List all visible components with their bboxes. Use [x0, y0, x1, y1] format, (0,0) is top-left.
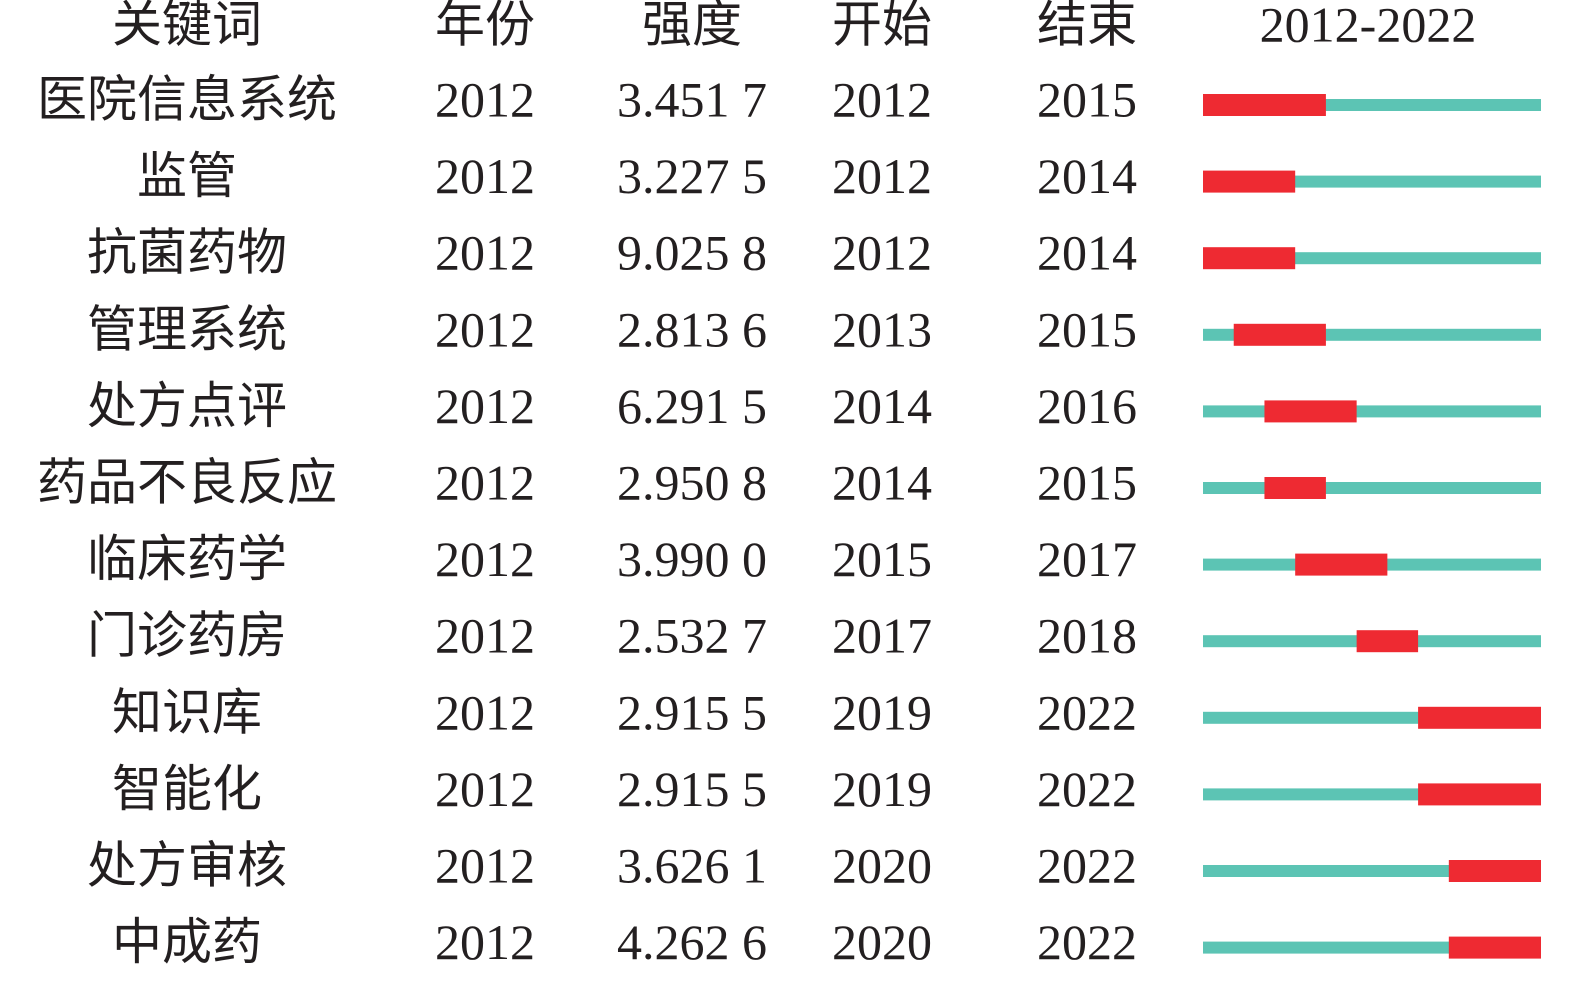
timeline — [1203, 482, 1541, 494]
cell: 2017 — [832, 608, 932, 664]
cell: 2020 — [832, 914, 932, 970]
cell: 2015 — [1037, 454, 1137, 510]
cell: 门诊药房 — [87, 608, 287, 664]
header-cell: 年份 — [435, 0, 535, 52]
header-cell: 关键词 — [112, 0, 262, 52]
header-cell: 2012-2022 — [1260, 0, 1477, 52]
cell: 中成药 — [112, 914, 262, 970]
cell: 2012 — [435, 71, 535, 127]
cell: 2017 — [1037, 531, 1137, 587]
burst-bar — [1418, 783, 1541, 806]
cell: 2012 — [435, 531, 535, 587]
cell: 2.915 5 — [617, 761, 767, 817]
cell: 2012 — [832, 225, 932, 281]
cell: 2012 — [435, 378, 535, 434]
cell: 3.990 0 — [617, 531, 767, 587]
burst-bar — [1203, 170, 1296, 193]
cell: 处方点评 — [87, 378, 287, 434]
cell: 2014 — [1037, 148, 1137, 204]
cell: 3.227 5 — [617, 148, 767, 204]
cell: 2012 — [435, 454, 535, 510]
cell: 3.451 7 — [617, 71, 767, 127]
burst-bar — [1448, 860, 1541, 882]
cell: 智能化 — [112, 761, 262, 817]
cell: 临床药学 — [87, 531, 287, 587]
cell: 2015 — [832, 531, 932, 587]
cell: 2012 — [435, 914, 535, 970]
cell: 2.532 7 — [617, 608, 767, 664]
cell: 监管 — [137, 148, 237, 204]
cell: 6.291 5 — [617, 378, 767, 434]
cell: 2012 — [435, 837, 535, 893]
cell: 2012 — [435, 225, 535, 281]
cell: 2020 — [832, 837, 932, 893]
cell: 管理系统 — [87, 301, 287, 357]
cell: 2012 — [435, 761, 535, 817]
burst-bar — [1233, 323, 1326, 346]
cell: 2012 — [435, 148, 535, 204]
burst-bar — [1356, 630, 1419, 653]
cell: 2022 — [1037, 684, 1137, 740]
cell: 2013 — [832, 301, 932, 357]
cell: 2019 — [832, 684, 932, 740]
cell: 2014 — [1037, 225, 1137, 281]
cell: 处方审核 — [87, 837, 287, 893]
cell: 2016 — [1037, 378, 1137, 434]
cell: 2.950 8 — [617, 454, 767, 510]
cell: 2015 — [1037, 301, 1137, 357]
header-cell: 强度 — [642, 0, 742, 52]
burst-bar — [1448, 936, 1541, 959]
burst-bar — [1264, 477, 1326, 499]
cell: 2022 — [1037, 837, 1137, 893]
cell: 2.915 5 — [617, 684, 767, 740]
cell: 2022 — [1037, 914, 1137, 970]
burst-bar — [1418, 706, 1541, 729]
burst-bar — [1264, 400, 1357, 423]
cell: 2012 — [435, 301, 535, 357]
cell: 2.813 6 — [617, 301, 767, 357]
burst-bar — [1203, 247, 1296, 270]
cell: 2012 — [435, 684, 535, 740]
cell: 3.626 1 — [617, 837, 767, 893]
cell: 药品不良反应 — [37, 454, 337, 510]
header-cell: 结束 — [1037, 0, 1137, 52]
cell: 2015 — [1037, 71, 1137, 127]
burst-bar — [1295, 553, 1388, 576]
timeline — [1203, 405, 1541, 418]
cell: 2014 — [832, 454, 932, 510]
cell: 抗菌药物 — [87, 225, 287, 281]
cell: 4.262 6 — [617, 914, 767, 970]
cell: 2012 — [832, 71, 932, 127]
cell: 2019 — [832, 761, 932, 817]
cell: 医院信息系统 — [37, 71, 337, 127]
header-cell: 开始 — [832, 0, 932, 52]
cell: 2014 — [832, 378, 932, 434]
cell: 知识库 — [112, 684, 262, 740]
cell: 2022 — [1037, 761, 1137, 817]
cell: 9.025 8 — [617, 225, 767, 281]
burst-bar — [1203, 94, 1326, 116]
cell: 2012 — [435, 608, 535, 664]
cell: 2018 — [1037, 608, 1137, 664]
cell: 2012 — [832, 148, 932, 204]
